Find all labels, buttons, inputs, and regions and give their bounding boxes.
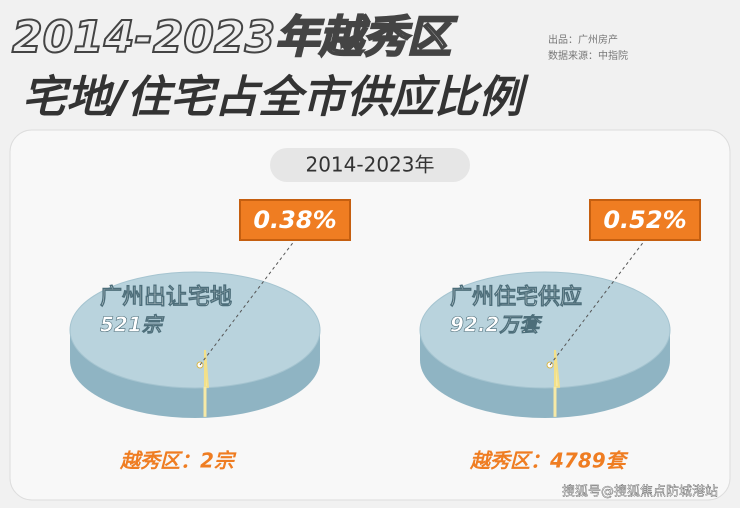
watermark: 搜狐号@搜狐焦点防城港站 [562,484,718,500]
subset-label: 越秀区：4789套 [469,449,629,473]
subset-label: 越秀区：2宗 [119,449,237,473]
value-label: 0.52% [603,206,686,234]
pie-total: 92.2万套 [450,313,542,337]
callout-box [589,199,701,241]
pie-label: 广州住宅供应 [450,284,582,310]
value-label: 0.38% [253,206,336,234]
pie-top [419,271,671,389]
title-line2: 宅地/住宅占全市供应比例 [22,72,529,123]
callout-line [199,239,296,366]
pie-total: 521宗 [100,313,165,337]
pie-top [69,271,321,389]
title-line1: 2014-2023年越秀区 [12,12,458,63]
pie-label: 广州出让宅地 [100,284,232,310]
callout-line [549,239,646,366]
source: 数据来源：中指院 [548,49,628,62]
period-pill [270,148,470,182]
period: 2014-2023年 [305,153,434,177]
source: 出品：广州房产 [548,33,618,46]
callout-box [239,199,351,241]
